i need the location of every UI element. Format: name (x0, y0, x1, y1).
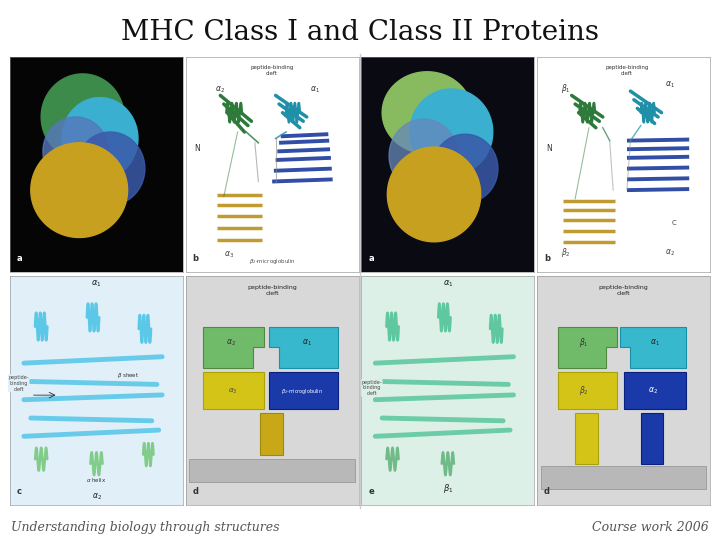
Text: $\beta$ sheet: $\beta$ sheet (117, 371, 140, 380)
FancyBboxPatch shape (269, 372, 338, 409)
Text: $\alpha_2$: $\alpha_2$ (648, 386, 658, 396)
Text: a: a (17, 254, 22, 264)
Text: d: d (544, 487, 550, 496)
FancyBboxPatch shape (575, 414, 598, 464)
Text: $\alpha_1$: $\alpha_1$ (649, 338, 660, 348)
Text: e: e (369, 487, 374, 496)
Text: Course work 2006: Course work 2006 (593, 521, 709, 534)
Text: d: d (193, 487, 199, 496)
Text: b: b (544, 254, 550, 264)
Text: $\alpha_1$: $\alpha_1$ (443, 279, 453, 289)
Text: $\alpha_3$: $\alpha_3$ (228, 387, 237, 396)
Polygon shape (620, 327, 685, 368)
Text: peptide-
binding
cleft: peptide- binding cleft (9, 375, 29, 392)
FancyBboxPatch shape (203, 372, 264, 409)
Text: peptide-binding
cleft: peptide-binding cleft (598, 285, 649, 296)
Polygon shape (410, 89, 492, 175)
Text: N: N (546, 144, 552, 153)
Text: $\beta_2$: $\beta_2$ (562, 246, 571, 259)
Polygon shape (382, 72, 472, 153)
Text: N: N (194, 144, 200, 153)
Text: peptide-binding
cleft: peptide-binding cleft (251, 65, 294, 76)
Text: c: c (17, 487, 22, 496)
FancyBboxPatch shape (260, 414, 282, 455)
FancyBboxPatch shape (189, 459, 355, 482)
Text: $\alpha_2$: $\alpha_2$ (215, 84, 225, 94)
Text: peptide-binding
cleft: peptide-binding cleft (247, 285, 297, 296)
Text: $\beta_1$: $\beta_1$ (443, 482, 453, 495)
Text: $\alpha_2$: $\alpha_2$ (91, 491, 102, 502)
Text: $\beta_2$: $\beta_2$ (579, 384, 589, 397)
FancyBboxPatch shape (641, 414, 663, 464)
Polygon shape (41, 74, 124, 160)
Text: peptide-
binding
cleft: peptide- binding cleft (361, 380, 382, 396)
Text: C: C (672, 220, 677, 226)
Polygon shape (203, 327, 264, 368)
Text: $\beta_1$: $\beta_1$ (562, 82, 571, 95)
Text: b: b (193, 254, 199, 264)
Text: $\alpha$ helix: $\alpha$ helix (86, 476, 107, 484)
FancyBboxPatch shape (558, 372, 616, 409)
Polygon shape (558, 327, 616, 368)
Text: $\beta_1$: $\beta_1$ (579, 336, 589, 349)
Polygon shape (432, 134, 498, 203)
Text: $\alpha_1$: $\alpha_1$ (665, 80, 675, 90)
Text: $\alpha_2$: $\alpha_2$ (665, 248, 675, 258)
Polygon shape (269, 327, 338, 368)
Polygon shape (76, 132, 145, 205)
Text: MHC Class I and Class II Proteins: MHC Class I and Class II Proteins (121, 19, 599, 46)
Polygon shape (43, 117, 109, 186)
Polygon shape (62, 98, 138, 179)
Text: $\alpha_3$: $\alpha_3$ (224, 250, 234, 260)
Text: a: a (369, 254, 374, 264)
Text: $\alpha_1$: $\alpha_1$ (302, 338, 312, 348)
Polygon shape (389, 119, 458, 192)
Text: $\alpha_1$: $\alpha_1$ (310, 84, 320, 94)
Text: $\alpha_2$: $\alpha_2$ (226, 338, 235, 348)
Text: $\alpha_1$: $\alpha_1$ (91, 279, 102, 289)
Polygon shape (31, 143, 127, 238)
Polygon shape (387, 147, 481, 242)
Text: $\beta_2$-microglobulin: $\beta_2$-microglobulin (281, 387, 323, 396)
FancyBboxPatch shape (541, 466, 706, 489)
Text: peptide-binding
cleft: peptide-binding cleft (606, 65, 649, 76)
Text: $\beta_2$-microglobulin: $\beta_2$-microglobulin (248, 257, 296, 266)
Text: Understanding biology through structures: Understanding biology through structures (11, 521, 279, 534)
FancyBboxPatch shape (624, 372, 685, 409)
